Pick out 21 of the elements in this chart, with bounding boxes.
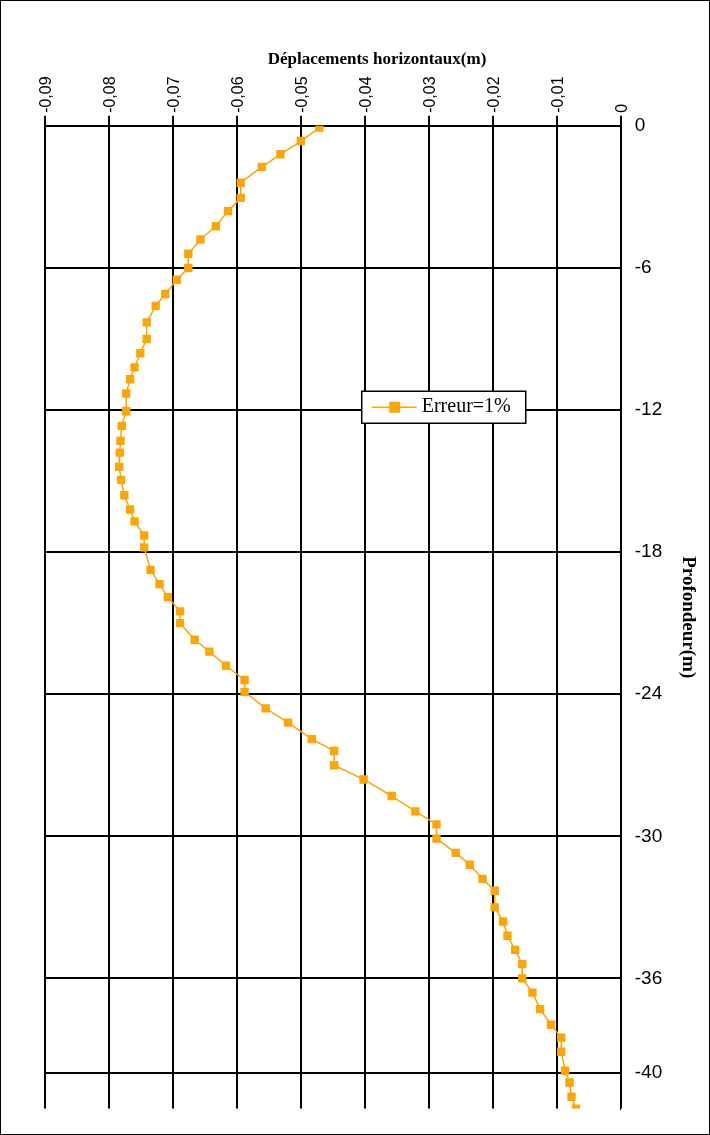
y-tick-label: -18: [634, 540, 663, 562]
x-tick-label: -0,06: [229, 76, 247, 113]
x-tick-label: -0,07: [165, 76, 183, 113]
x-tick-label: -0,09: [37, 76, 55, 113]
chart-title: Déplacements horizontaux(m): [267, 48, 487, 68]
y-tick-label: -40: [634, 1061, 663, 1083]
y-tick-label: -36: [634, 966, 663, 988]
y-tick-label: 0: [634, 114, 646, 136]
y-axis-title: Profondeur(m): [677, 556, 700, 679]
x-tick-label: 0: [612, 103, 630, 113]
y-tick-label: -30: [634, 824, 663, 846]
x-tick-label: -0,02: [485, 76, 502, 113]
legend-label: Erreur=1%: [421, 394, 511, 417]
y-tick-label: -6: [634, 256, 652, 278]
x-tick-label: -0,01: [548, 76, 566, 113]
y-tick-label: -24: [634, 682, 663, 704]
x-tick-label: -0,03: [421, 76, 439, 113]
x-tick-label: -0,05: [293, 76, 311, 113]
x-tick-label: -0,04: [357, 76, 375, 113]
x-tick-label: -0,08: [101, 76, 119, 113]
y-tick-label: -12: [634, 398, 663, 420]
